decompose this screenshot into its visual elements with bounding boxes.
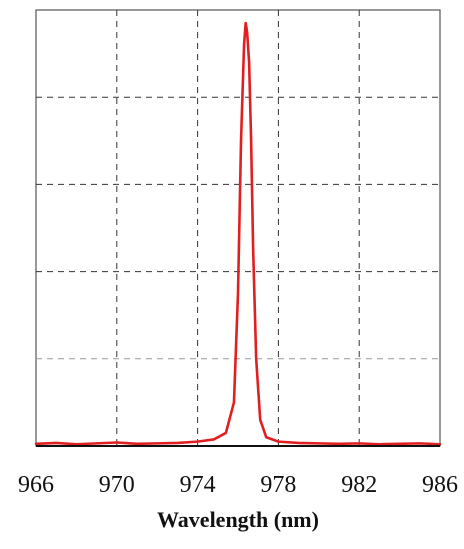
x-tick-label-5: 986 [422,472,458,498]
x-tick-label-0: 966 [18,472,54,498]
series-line-0 [34,21,442,446]
x-tick-labels: 966 970 974 978 982 986 [18,472,458,498]
x-tick-label-4: 982 [341,472,377,498]
x-tick-label-2: 974 [180,472,216,498]
x-tick-label-3: 978 [260,472,296,498]
x-axis-title: Wavelength (nm) [157,507,319,532]
series-layer [34,21,442,446]
x-tick-label-1: 970 [99,472,135,498]
